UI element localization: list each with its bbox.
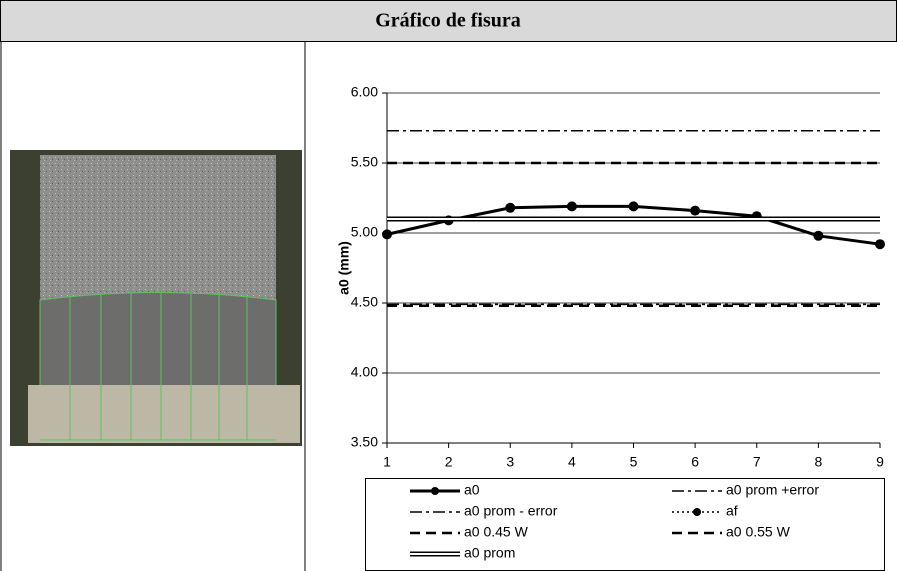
y-tick-label: 5.50 [351,154,378,170]
y-tick-label: 6.00 [351,84,378,100]
legend-label: a0 prom [464,545,515,561]
y-tick-label: 4.50 [351,294,378,310]
panel-title: Gráfico de fisura [375,10,521,32]
x-tick-label: 7 [753,454,761,470]
y-axis-label: a0 (mm) [336,241,352,295]
x-tick-label: 3 [506,454,514,470]
data-point [566,201,577,212]
x-tick-label: 2 [445,454,453,470]
header-bar [0,0,897,42]
y-tick-label: 5.00 [351,224,378,240]
x-tick-label: 1 [383,454,391,470]
x-tick-label: 8 [814,454,822,470]
data-point [690,205,701,216]
legend-label: a0 [464,482,480,498]
legend-label: a0 0.45 W [464,524,529,540]
series-line [386,204,881,246]
legend-marker [693,508,701,516]
x-tick-label: 5 [630,454,638,470]
y-tick-label: 4.00 [351,364,378,380]
y-tick-label: 3.50 [351,434,378,450]
legend-label: a0 0.55 W [726,524,791,540]
data-point [875,239,885,250]
x-tick-label: 6 [691,454,699,470]
data-point [505,202,516,213]
data-point [813,230,824,241]
data-point [382,229,392,240]
legend-label: af [726,503,738,519]
legend-marker [431,487,439,495]
legend-label: a0 prom +error [726,482,819,498]
specimen-photo [10,150,302,446]
data-point [628,201,639,212]
legend-label: a0 prom - error [464,503,558,519]
x-tick-label: 4 [568,454,576,470]
x-tick-label: 9 [876,454,884,470]
